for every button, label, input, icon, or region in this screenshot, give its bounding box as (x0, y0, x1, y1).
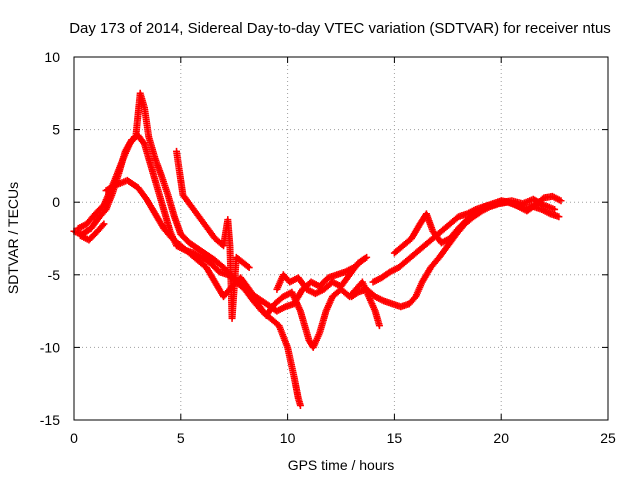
x-tick-label: 15 (387, 430, 403, 446)
y-axis-label: SDTVAR / TECUs (5, 182, 21, 294)
series-track-d (173, 147, 253, 322)
series-track-a (70, 131, 304, 409)
y-tick-label: -5 (48, 267, 61, 283)
data-point (390, 195, 559, 257)
data-point (369, 192, 565, 286)
chart-title: Day 173 of 2014, Sidereal Day-to-day VTE… (69, 20, 611, 37)
series-track-g (390, 195, 559, 257)
y-tick-label: 0 (52, 194, 60, 210)
y-tick-label: 10 (44, 49, 60, 65)
data-point (173, 147, 253, 322)
data-point (102, 176, 383, 351)
data-marks (70, 89, 565, 409)
data-point (76, 220, 371, 298)
x-tick-label: 10 (280, 430, 296, 446)
y-tick-label: -15 (40, 412, 60, 428)
plot-frame (73, 56, 609, 421)
y-tick-label: 5 (52, 122, 60, 138)
series-track-h (76, 220, 371, 298)
series-track-f (369, 192, 565, 286)
axis-ticks: 0 5 10 15 20 25 -15 -10 -5 0 5 10 (40, 49, 616, 446)
x-axis-label: GPS time / hours (288, 457, 395, 473)
x-tick-label: 20 (493, 430, 509, 446)
x-tick-label: 25 (600, 430, 616, 446)
series-track-c (102, 176, 383, 351)
x-tick-label: 0 (70, 430, 78, 446)
y-tick-label: -10 (40, 339, 60, 355)
data-point (70, 131, 304, 409)
series-track-e (348, 198, 563, 311)
grid-lines (74, 57, 608, 420)
data-point (348, 198, 563, 311)
x-tick-label: 5 (177, 430, 185, 446)
